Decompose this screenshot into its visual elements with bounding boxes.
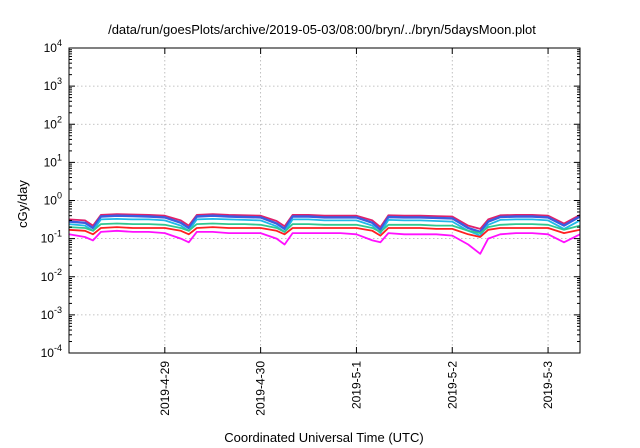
grid [69, 48, 580, 353]
data-series-line [68, 222, 581, 235]
y-tick-label: 10-4 [41, 343, 62, 360]
y-tick-label: 10-3 [41, 305, 62, 322]
series-group [68, 213, 581, 255]
x-axis: 2019-4-29 2019-4-30 2019-5-1 2019-5-2 2019-5… [158, 48, 555, 416]
data-series-line [68, 214, 581, 234]
data-series-line [68, 226, 581, 238]
y-axis-label: cGy/day [15, 180, 30, 228]
y-tick-label: 101 [44, 152, 62, 169]
y-tick-label: 102 [44, 114, 62, 131]
x-tick-label: 2019-5-2 [445, 361, 459, 409]
x-tick-label: 2019-5-1 [349, 361, 363, 409]
data-series-line [68, 213, 581, 230]
y-axis: 10-4 10-3 10-2 10-1 100 101 102 103 104 [41, 38, 580, 360]
y-tick-label: 10-2 [41, 267, 62, 284]
chart-title: /data/run/goesPlots/archive/2019-05-03/0… [108, 22, 536, 37]
data-series-line [68, 229, 581, 255]
data-series-line [68, 217, 581, 237]
y-tick-label: 100 [44, 191, 62, 208]
x-tick-label: 2019-4-29 [158, 361, 172, 416]
x-tick-label: 2019-5-3 [541, 361, 555, 409]
y-tick-label: 10-1 [41, 229, 62, 246]
y-tick-label: 103 [44, 76, 62, 93]
y-tick-label: 104 [44, 38, 62, 55]
x-tick-label: 2019-4-30 [254, 361, 268, 416]
x-axis-label: Coordinated Universal Time (UTC) [224, 430, 423, 445]
